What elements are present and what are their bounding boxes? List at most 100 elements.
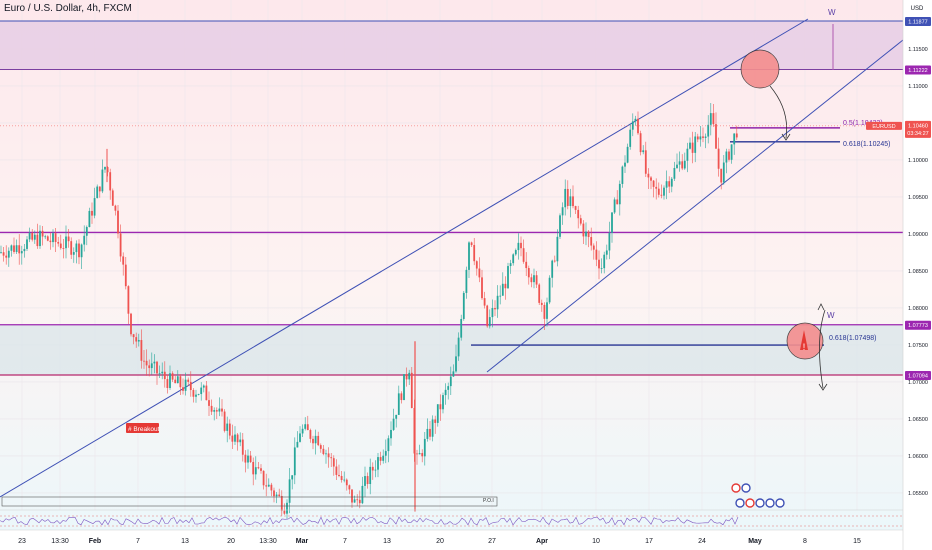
candle-body [507,266,509,289]
candle-body [361,485,364,504]
candle-body [709,113,712,125]
symbol-tag-label: EURUSD [872,124,895,130]
candle-body [364,476,366,486]
candle-body [720,168,723,183]
candle-body [143,360,145,362]
candle-body [18,245,21,254]
candle-body [244,454,247,463]
candle-body [200,387,203,395]
candle-body [31,232,34,240]
candle-body [722,162,725,183]
candle-body [85,227,88,236]
time-tick-label: 17 [645,538,653,545]
candle-body [345,479,348,486]
candle-body [665,181,668,188]
candle-body [543,304,546,319]
candle-body [637,118,639,134]
candle-body [600,268,603,269]
candle-body [317,435,320,446]
symbol-tag [866,121,902,130]
candle-body [340,475,343,481]
candle-body [520,242,522,249]
price-level-tag [905,371,931,380]
candle-body [447,386,450,390]
candle-body [70,241,73,255]
candle-body [239,439,242,443]
time-tick-label: 13 [383,538,391,545]
candle-body [283,510,286,514]
candle-body [478,268,481,278]
candle-body [169,373,171,388]
candle-body [621,166,624,184]
candle-body [535,275,538,285]
poi-box [1,496,498,507]
time-tick-label: 13:30 [259,538,277,545]
current-price-tag [905,120,931,138]
candle-body [657,188,660,195]
candle-body [124,264,127,287]
candle-body [663,187,665,196]
candle-body [257,467,260,469]
candle-body [631,121,634,130]
candle-body [262,470,265,486]
candle-body [80,244,83,258]
candle-body [106,167,109,173]
candle-body [689,142,691,149]
channel-trendline [486,39,904,373]
candle-body [452,371,455,377]
candle-body [249,455,252,462]
candle-body [660,194,663,196]
time-tick-label: Mar [296,538,309,545]
price-tick-label: 1.10000 [908,158,928,164]
fib-label: 0.618(1.10245) [843,141,890,148]
candle-body [525,261,528,269]
price-tick-label: 1.06500 [908,417,928,423]
time-tick-label: 13:30 [51,538,69,545]
candle-body [101,169,104,192]
candle-body [26,239,28,249]
candle-body [117,210,119,234]
event-icon [741,483,751,493]
candle-body [150,363,153,369]
candle-body [132,334,135,338]
candle-body [501,283,504,296]
candle-body [650,177,652,181]
candle-body [725,151,728,163]
time-tick-label: 20 [436,538,444,545]
candle-body [605,250,608,255]
candle-body [733,133,736,145]
candle-body [10,245,13,251]
candle-body [332,458,335,467]
candle-body [590,237,593,246]
candle-body [91,210,93,216]
candle-body [462,292,465,319]
candle-body [23,248,26,252]
candle-body [429,428,431,437]
chart-title: Euro / U.S. Dollar, 4h, FXCM [4,3,132,14]
candle-body [65,236,67,249]
candle-body [111,190,114,206]
candle-body [247,455,249,463]
candle-body [273,490,275,497]
candle-body [187,379,190,382]
candle-body [96,186,99,199]
candle-body [319,445,322,449]
event-icon [735,498,745,508]
candle-body [145,360,148,366]
price-tick-label: 1.08500 [908,269,928,275]
candle-body [598,259,600,269]
candle-body [36,234,39,247]
candle-body [715,124,717,149]
candle-body [582,223,585,237]
candle-body [442,395,444,410]
candle-body [616,199,619,205]
rsi-line [0,516,739,526]
candle-body [517,242,520,251]
candle-body [163,371,166,380]
candle-body [546,302,548,319]
candle-body [184,379,187,391]
candle-body [119,233,122,257]
candle-body [356,499,359,501]
candle-body [421,453,424,457]
